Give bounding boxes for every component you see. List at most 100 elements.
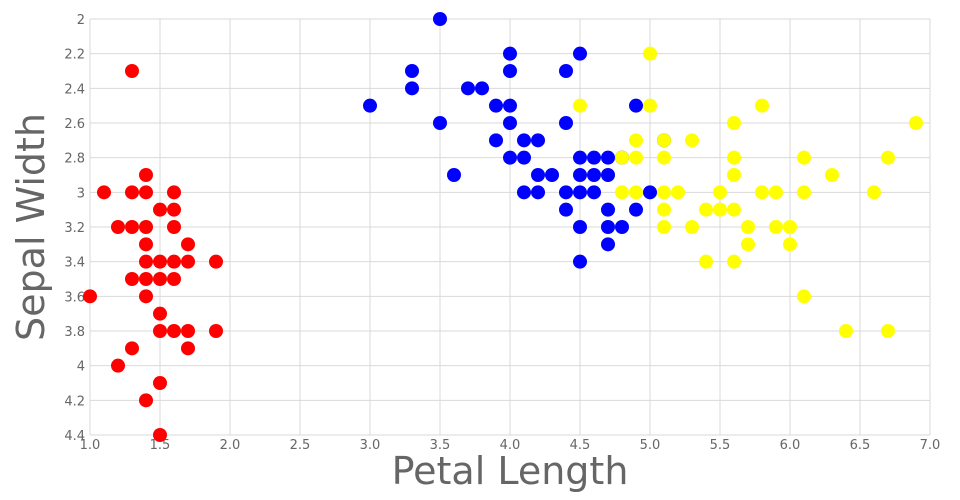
data-point <box>559 185 573 200</box>
y-tick-label: 4.4 <box>64 429 85 444</box>
data-point <box>867 185 881 200</box>
data-point <box>797 185 811 200</box>
data-point <box>573 46 587 61</box>
x-tick-label: 5.5 <box>710 438 731 453</box>
data-point <box>657 185 671 200</box>
data-points <box>83 12 923 442</box>
data-point <box>517 133 531 148</box>
x-axis-title: Petal Length <box>392 449 629 493</box>
data-point <box>153 254 167 269</box>
data-point <box>503 98 517 113</box>
x-tick-label: 2.0 <box>220 438 241 453</box>
data-point <box>643 46 657 61</box>
y-tick-label: 2 <box>77 13 85 28</box>
data-point <box>503 116 517 130</box>
y-tick-label: 3.6 <box>64 290 85 305</box>
data-point <box>727 202 741 217</box>
data-point <box>601 168 615 182</box>
x-tick-label: 4.5 <box>570 438 591 453</box>
data-point <box>587 150 601 165</box>
data-point <box>797 150 811 165</box>
y-tick-label: 3.2 <box>64 221 85 236</box>
data-point <box>125 185 139 200</box>
x-tick-label: 3.5 <box>430 438 451 453</box>
data-point <box>139 220 153 234</box>
y-tick-label: 2.4 <box>64 82 85 97</box>
data-point <box>741 220 755 234</box>
data-point <box>139 393 153 408</box>
data-point <box>503 150 517 165</box>
data-point <box>545 168 559 182</box>
data-point <box>629 202 643 217</box>
data-point <box>111 358 125 373</box>
data-point <box>685 133 699 148</box>
data-point <box>503 46 517 61</box>
data-point <box>181 341 195 356</box>
data-point <box>517 150 531 165</box>
data-point <box>153 306 167 321</box>
data-point <box>699 202 713 217</box>
data-point <box>167 220 181 234</box>
data-point <box>727 254 741 269</box>
data-point <box>153 428 167 442</box>
data-point <box>167 272 181 286</box>
x-tick-label: 3.0 <box>360 438 381 453</box>
data-point <box>125 64 139 78</box>
data-point <box>629 133 643 148</box>
data-point <box>573 98 587 113</box>
data-point <box>657 150 671 165</box>
data-point <box>587 185 601 200</box>
data-point <box>489 133 503 148</box>
data-point <box>405 81 419 96</box>
data-point <box>139 254 153 269</box>
data-point <box>125 220 139 234</box>
data-point <box>769 220 783 234</box>
data-point <box>167 324 181 338</box>
data-point <box>181 237 195 252</box>
data-point <box>643 98 657 113</box>
data-point <box>699 254 713 269</box>
data-point <box>881 324 895 338</box>
data-point <box>559 64 573 78</box>
data-point <box>727 168 741 182</box>
data-point <box>615 150 629 165</box>
data-point <box>139 272 153 286</box>
y-tick-label: 2.8 <box>64 152 85 167</box>
data-point <box>139 185 153 200</box>
y-tick-label: 2.2 <box>64 48 85 63</box>
y-axis-ticks: 2 2.2 2.4 2.6 2.8 3 3.2 3.4 3.6 3.8 4 4.2 4.4 <box>64 13 85 444</box>
data-point <box>153 324 167 338</box>
data-point <box>531 168 545 182</box>
data-point <box>755 185 769 200</box>
data-point <box>769 185 783 200</box>
data-point <box>475 81 489 96</box>
data-point <box>713 185 727 200</box>
data-point <box>741 237 755 252</box>
data-point <box>209 324 223 338</box>
data-point <box>839 324 853 338</box>
x-tick-label: 5.0 <box>640 438 661 453</box>
data-point <box>755 98 769 113</box>
data-point <box>825 168 839 182</box>
data-point <box>139 168 153 182</box>
data-point <box>685 220 699 234</box>
data-point <box>573 168 587 182</box>
data-point <box>573 254 587 269</box>
y-tick-label: 3.8 <box>64 325 85 340</box>
data-point <box>503 64 517 78</box>
data-point <box>433 116 447 130</box>
x-tick-label: 1.5 <box>150 438 171 453</box>
x-tick-label: 6.0 <box>780 438 801 453</box>
data-point <box>153 376 167 390</box>
data-point <box>601 150 615 165</box>
grid-lines <box>89 18 931 436</box>
data-point <box>167 185 181 200</box>
y-tick-label: 2.6 <box>64 117 85 132</box>
data-point <box>125 341 139 356</box>
y-tick-label: 3.4 <box>64 256 85 271</box>
data-point <box>629 98 643 113</box>
data-point <box>167 202 181 217</box>
data-point <box>447 168 461 182</box>
data-point <box>153 272 167 286</box>
